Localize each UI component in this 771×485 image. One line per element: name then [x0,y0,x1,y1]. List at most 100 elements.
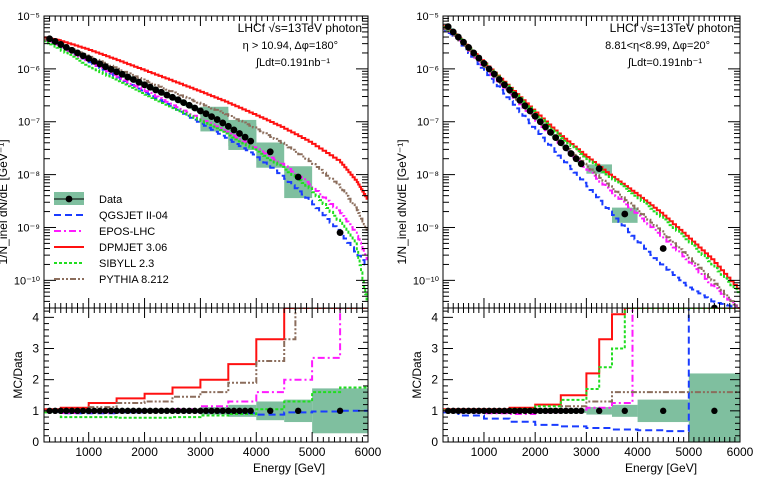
data-point [74,49,81,57]
legend-label-sibyll-2-3: SIBYLL 2.3 [99,258,154,270]
data-point [557,139,565,147]
ratio-data-point [225,407,232,415]
data-point [490,70,498,78]
x-tick-label: 1000 [75,445,102,459]
data-point [531,112,539,120]
data-point [85,55,93,62]
x-tick-label: 2000 [131,445,158,459]
data-point [521,102,529,110]
ratio-y-axis-title: MC/Data [410,351,424,399]
ratio-data-point [562,407,570,415]
mc-curve-pythia-8-212 [443,26,740,308]
ratio-y-tick-label: 1 [431,404,438,418]
ratio-data-point [119,407,126,415]
ratio-plot-area [443,308,740,442]
ratio-data-point [102,407,109,415]
panel-annotation-acceptance: 8.81<η<8.99, Δφ=20° [605,40,710,52]
x-tick-label: 6000 [355,445,382,459]
upper-y-axis-title: 1/N_inel dN/dE [GeV⁻¹] [395,139,409,264]
data-point [485,65,493,73]
data-point [621,210,629,218]
data-point [180,99,188,107]
data-point [475,54,483,62]
ratio-curve-pythia-8-212 [44,308,368,412]
data-point [129,76,137,83]
upper-y-tick-label: 10⁻⁶ [416,64,439,76]
mc-curve-dpmjet-3-06 [44,36,368,200]
ratio-data-point [557,407,564,415]
data-point [96,60,104,68]
data-point [454,33,462,41]
data-point [79,52,87,60]
left-spectrum-panel: 10⁻¹⁰ 10⁻⁹ 10⁻⁸ 10⁻⁷ 10⁻⁶ 10⁻⁵ 0 1 2 3 4 1000 2000 30… [0,11,382,475]
data-point [174,96,182,104]
data-point [202,110,210,118]
ratio-data-point [267,407,274,415]
upper-plot-area [44,35,368,303]
ratio-y-axis-title: MC/Data [11,351,25,399]
data-point [552,134,560,142]
data-point [146,83,154,91]
ratio-data-point [158,407,165,415]
right-spectrum-panel: 10⁻¹⁰ 10⁻⁹ 10⁻⁸ 10⁻⁷ 10⁻⁶ 10⁻⁵ 0 1 2 3 4 1000 2000 30… [395,11,754,475]
ratio-data-point [516,407,524,415]
ratio-y-tick-label: 2 [431,373,438,387]
ratio-data-point [567,407,575,415]
ratio-data-point [336,407,344,415]
upper-y-tick-label: 10⁻¹⁰ [14,275,41,287]
ratio-data-point [219,407,226,415]
data-point [90,57,98,65]
data-point [562,144,570,152]
data-point [572,155,580,163]
data-point [152,86,160,94]
ratio-data-point [85,407,92,415]
data-point [595,165,603,172]
ratio-data-point [711,407,718,415]
data-point [135,78,143,86]
upper-plot-area [443,23,740,308]
data-point [470,49,478,57]
x-tick-label: 5000 [675,445,702,459]
ratio-data-point [197,407,204,415]
x-tick-label: 3000 [187,445,214,459]
ratio-curve-qgsjet-ii-04 [443,308,740,433]
panel-annotation-luminosity: ∫Ldt=0.191nb⁻¹ [627,57,702,69]
ratio-data-point [163,407,171,415]
data-point [547,128,554,136]
ratio-y-tick-label: 4 [431,310,438,324]
data-point [516,96,524,104]
ratio-data-point [169,407,176,415]
upper-y-tick-label: 10⁻⁷ [18,117,40,129]
data-point [157,88,165,96]
data-point [124,73,132,81]
data-point [118,70,126,78]
data-point [197,107,204,115]
ratio-data-point [141,407,148,415]
ratio-plot-area [44,308,368,434]
ratio-data-point [247,407,254,415]
data-point [449,28,457,36]
upper-y-tick-label: 10⁻⁸ [17,170,40,182]
data-point [51,38,59,45]
ratio-data-point [526,407,534,415]
panel-title: LHCf √s=13TeV photon [238,21,362,35]
legend-label-epos-lhc: EPOS-LHC [99,226,155,238]
x-axis-title: Energy [GeV] [253,461,325,475]
data-point [241,133,249,141]
ratio-data-point [152,407,159,415]
data-point [169,93,176,101]
ratio-y-tick-label: 3 [32,342,39,356]
ratio-data-point [107,407,115,415]
ratio-data-point [135,407,143,415]
ratio-data-point [485,407,493,415]
ratio-data-point [531,407,539,415]
ratio-data-point [595,407,603,415]
ratio-data-point [180,407,187,415]
x-tick-label: 1000 [471,445,498,459]
ratio-data-point [572,407,580,415]
ratio-data-point [96,407,104,415]
data-point [567,150,575,157]
ratio-data-point [202,407,210,415]
data-point [247,137,255,145]
ratio-data-point [124,407,131,415]
